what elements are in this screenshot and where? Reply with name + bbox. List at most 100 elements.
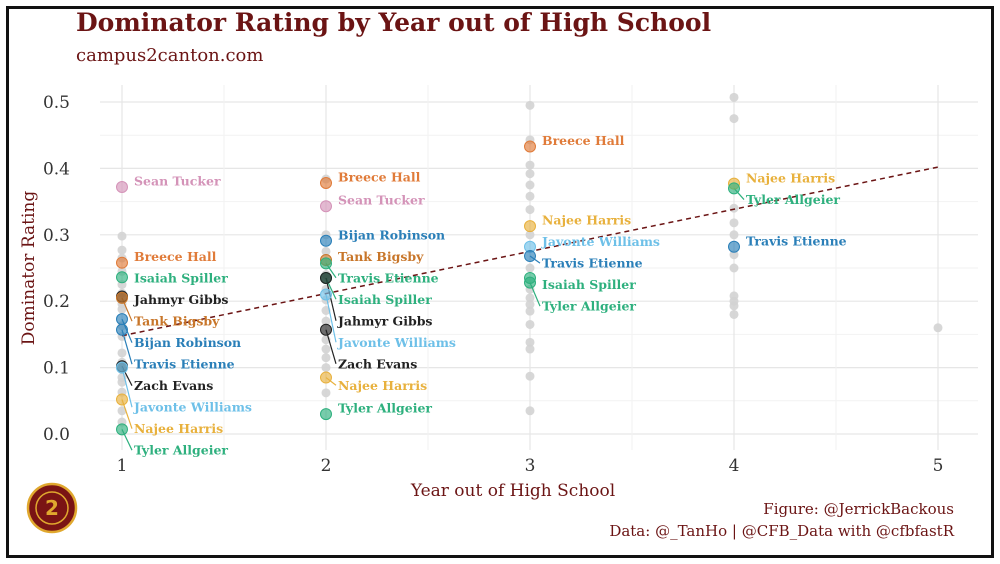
background-point	[525, 100, 535, 110]
point-label: Javonte Williams	[541, 234, 660, 249]
highlighted-point	[320, 408, 332, 421]
point-label: Isaiah Spiller	[134, 271, 228, 286]
highlighted-point	[116, 256, 128, 269]
x-tick-label: 3	[525, 456, 536, 476]
y-tick-label: 0.2	[43, 292, 70, 312]
point-label: Isaiah Spiller	[542, 277, 636, 292]
highlighted-point	[728, 240, 740, 253]
label-leader-line	[121, 367, 133, 408]
highlighted-point	[116, 361, 128, 374]
highlighted-point	[116, 423, 128, 436]
highlighted-point	[116, 323, 128, 336]
grid-lines	[100, 85, 978, 450]
highlighted-point	[320, 288, 332, 301]
background-point	[525, 406, 535, 416]
highlighted-point	[116, 271, 128, 284]
point-label: Tyler Allgeier	[134, 443, 228, 458]
highlighted-point	[320, 200, 332, 213]
highlighted-point	[116, 393, 128, 406]
highlighted-point	[524, 250, 536, 263]
point-label: Sean Tucker	[134, 173, 221, 188]
background-point	[729, 301, 739, 311]
background-point	[525, 205, 535, 215]
background-point	[729, 263, 739, 273]
y-tick-label: 0.0	[43, 425, 70, 445]
background-point	[117, 304, 127, 314]
background-point	[117, 348, 127, 358]
y-tick-label: 0.1	[43, 359, 70, 379]
background-point	[321, 305, 331, 315]
highlighted-points	[116, 140, 740, 436]
background-point	[117, 245, 127, 255]
point-label: Travis Etienne	[338, 270, 439, 285]
background-point	[117, 231, 127, 241]
y-tick-label: 0.4	[43, 159, 70, 179]
highlighted-point	[116, 291, 128, 304]
point-label: Sean Tucker	[338, 193, 425, 208]
highlighted-point	[116, 313, 128, 326]
point-label: Zach Evans	[134, 378, 213, 393]
background-point	[525, 180, 535, 190]
x-tick-label: 1	[117, 456, 128, 476]
point-label: Zach Evans	[338, 356, 417, 371]
background-point	[729, 230, 739, 240]
highlighted-point	[320, 257, 332, 270]
background-point	[117, 406, 127, 416]
background-point	[321, 344, 331, 354]
background-point	[729, 114, 739, 124]
point-label: Breece Hall	[338, 170, 421, 185]
x-tick-label: 2	[321, 456, 332, 476]
x-tick-label: 5	[933, 456, 944, 476]
point-labels: Sean Tucker Breece Hall Isaiah Spiller Jahm…	[133, 133, 847, 458]
point-label: Jahmyr Gibbs	[133, 292, 228, 307]
point-label: Tank Bigsby	[338, 249, 424, 264]
point-label: Isaiah Spiller	[338, 292, 432, 307]
highlighted-point	[524, 220, 536, 233]
background-point	[525, 230, 535, 240]
point-label: Tyler Allgeier	[542, 299, 636, 314]
point-label: Breece Hall	[542, 133, 625, 148]
background-point	[321, 353, 331, 363]
y-tick-label: 0.3	[43, 226, 70, 246]
background-point	[321, 316, 331, 326]
background-point	[525, 371, 535, 381]
highlighted-point	[320, 271, 332, 284]
point-label: Travis Etienne	[134, 357, 235, 372]
data-credit: Data: @_TanHo | @CFB_Data with @cfbfastR	[609, 522, 954, 540]
point-label: Travis Etienne	[746, 234, 847, 249]
figure-credit: Figure: @JerrickBackous	[763, 500, 954, 518]
y-tick-label: 0.5	[43, 93, 70, 113]
background-point	[525, 191, 535, 201]
background-point	[729, 309, 739, 319]
chart-subtitle: campus2canton.com	[76, 45, 264, 66]
axis-ticks: 0.0 0.1 0.2 0.3 0.4 0.5 1 2 3 4 5	[43, 93, 943, 476]
point-label: Najee Harris	[134, 421, 223, 436]
label-leader-line	[325, 277, 337, 321]
highlighted-point	[320, 234, 332, 247]
point-label: Travis Etienne	[542, 256, 643, 271]
point-label: Najee Harris	[746, 171, 835, 186]
background-point	[729, 92, 739, 102]
background-point	[525, 293, 535, 303]
x-tick-label: 4	[729, 456, 740, 476]
highlighted-point	[728, 182, 740, 195]
highlighted-point	[524, 140, 536, 153]
background-point	[525, 169, 535, 179]
x-axis-label: Year out of High School	[410, 481, 615, 501]
point-label: Najee Harris	[542, 213, 631, 228]
label-leader-line	[325, 294, 337, 343]
point-label: Breece Hall	[134, 249, 217, 264]
background-point	[525, 319, 535, 329]
background-point	[525, 300, 535, 310]
background-point	[933, 323, 943, 333]
background-point	[321, 388, 331, 398]
y-axis-label: Dominator Rating	[19, 191, 39, 346]
background-point	[525, 344, 535, 354]
background-point	[729, 203, 739, 213]
background-point	[525, 160, 535, 170]
highlighted-point	[524, 276, 536, 289]
background-point	[525, 337, 535, 347]
background-point	[117, 377, 127, 387]
highlighted-point	[320, 323, 332, 336]
